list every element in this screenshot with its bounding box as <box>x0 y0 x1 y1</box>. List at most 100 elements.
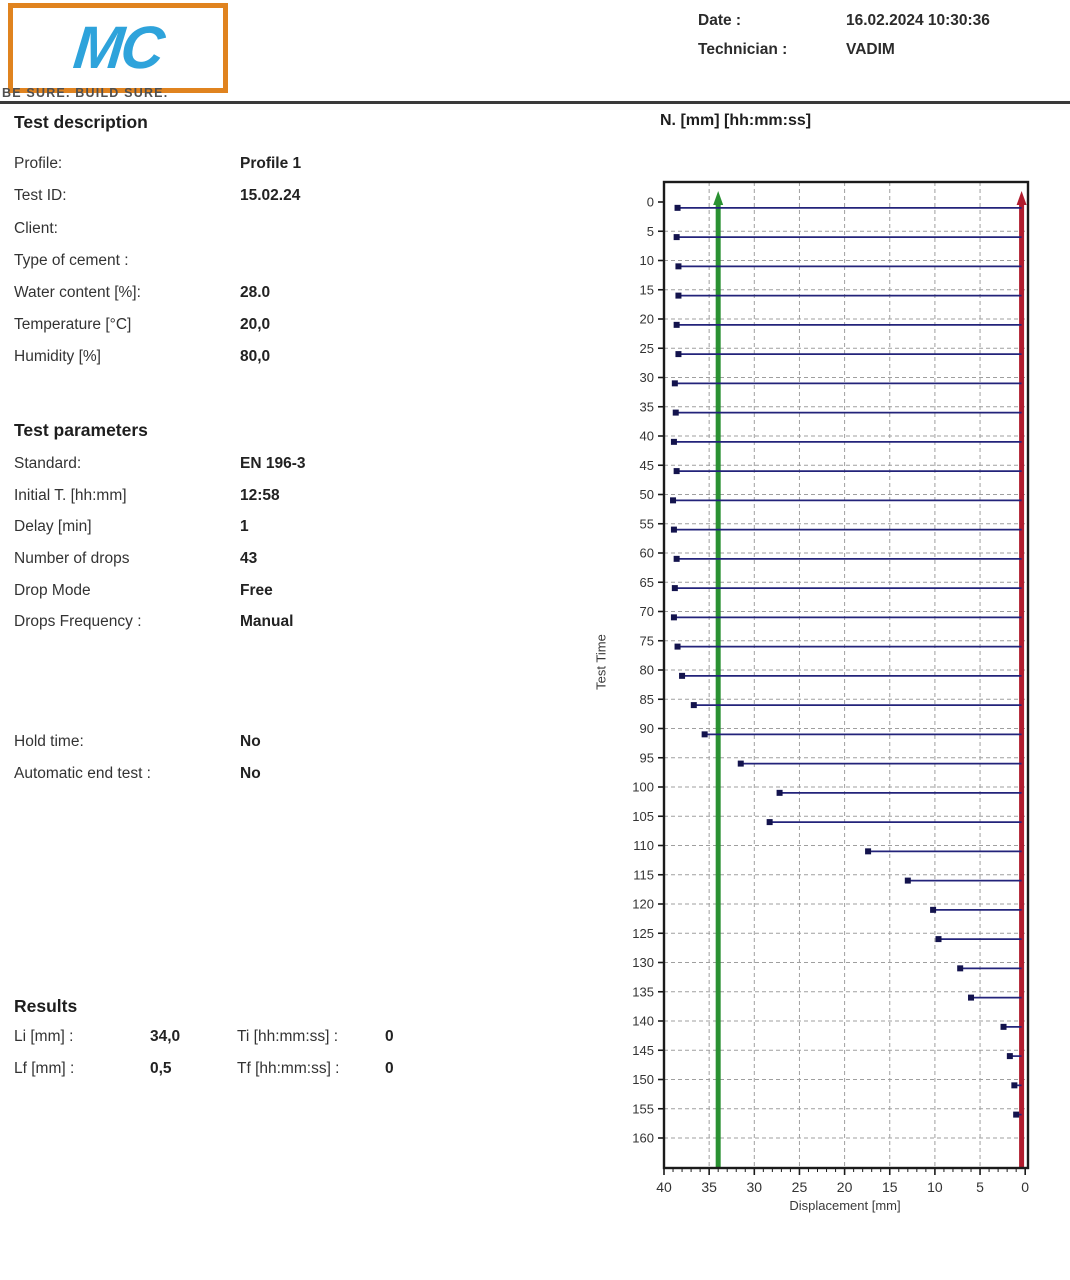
field-value: 1 <box>240 518 249 535</box>
field-value: 80,0 <box>240 348 271 365</box>
field-value: 20,0 <box>240 316 271 333</box>
svg-text:125: 125 <box>632 926 654 941</box>
svg-text:140: 140 <box>632 1014 654 1029</box>
field-label: Standard: <box>14 455 82 472</box>
field-label: Client: <box>14 220 58 237</box>
svg-text:70: 70 <box>640 604 654 619</box>
field-label: Number of drops <box>14 550 130 567</box>
result-label: Ti [hh:mm:ss] : <box>237 1028 339 1045</box>
company-logo: MC <box>8 3 228 93</box>
svg-text:25: 25 <box>792 1179 808 1195</box>
vicat-test-chart: 0510152025303540455055606570758085909510… <box>632 180 1030 1196</box>
chart-series-lines <box>675 206 1022 1116</box>
svg-text:160: 160 <box>632 1131 654 1146</box>
field-label: Drop Mode <box>14 582 91 599</box>
field-label: Temperature [°C] <box>14 316 132 333</box>
svg-text:155: 155 <box>632 1101 654 1116</box>
svg-text:25: 25 <box>640 341 654 356</box>
chart-reference-lines <box>713 191 1027 1167</box>
svg-text:40: 40 <box>640 429 654 444</box>
date-label: Date : <box>698 12 742 29</box>
svg-text:120: 120 <box>632 897 654 912</box>
field-value: Free <box>240 582 273 599</box>
chart-title: N. [mm] [hh:mm:ss] <box>660 112 812 129</box>
svg-text:5: 5 <box>647 224 654 239</box>
svg-text:115: 115 <box>633 867 654 882</box>
field-label: Hold time: <box>14 733 84 750</box>
svg-text:145: 145 <box>632 1043 654 1058</box>
svg-text:30: 30 <box>747 1179 763 1195</box>
svg-text:50: 50 <box>640 487 654 502</box>
svg-text:60: 60 <box>640 546 654 561</box>
svg-text:135: 135 <box>632 984 654 999</box>
field-label: Automatic end test : <box>14 765 151 782</box>
field-label: Initial T. [hh:mm] <box>14 487 127 504</box>
svg-text:15: 15 <box>640 282 654 297</box>
svg-text:45: 45 <box>640 458 654 473</box>
technician-value: VADIM <box>846 41 895 58</box>
field-label: Profile: <box>14 155 63 172</box>
field-label: Drops Frequency : <box>14 613 142 630</box>
logo-mc-text: MC <box>70 14 166 81</box>
svg-text:30: 30 <box>640 370 654 385</box>
svg-text:150: 150 <box>632 1072 654 1087</box>
svg-text:95: 95 <box>640 750 654 765</box>
svg-text:5: 5 <box>976 1179 984 1195</box>
result-label: Li [mm] : <box>14 1028 74 1045</box>
chart-axis-ticks <box>658 201 1027 1175</box>
svg-text:80: 80 <box>640 663 654 678</box>
technician-label: Technician : <box>698 41 788 58</box>
test-description-heading: Test description <box>14 112 148 132</box>
result-value: 0 <box>385 1028 394 1045</box>
field-value: EN 196-3 <box>240 455 306 472</box>
svg-text:55: 55 <box>640 516 654 531</box>
svg-text:75: 75 <box>640 633 654 648</box>
result-value: 34,0 <box>150 1028 181 1045</box>
chart-series-markers <box>670 204 1020 1118</box>
svg-text:35: 35 <box>701 1179 717 1195</box>
field-value: 15.02.24 <box>240 187 301 204</box>
chart-axis-tick-labels: 0510152025303540455055606570758085909510… <box>632 195 1029 1196</box>
field-label: Test ID: <box>14 187 67 204</box>
svg-text:85: 85 <box>640 692 654 707</box>
logo-tagline: BE SURE. BUILD SURE. <box>2 86 169 100</box>
svg-text:10: 10 <box>640 253 654 268</box>
svg-text:105: 105 <box>632 809 654 824</box>
result-label: Tf [hh:mm:ss] : <box>237 1060 340 1077</box>
field-value: No <box>240 765 261 782</box>
svg-text:100: 100 <box>632 780 654 795</box>
chart-plot-border <box>662 180 1030 1170</box>
svg-text:40: 40 <box>656 1179 672 1195</box>
field-label: Water content [%]: <box>14 284 141 301</box>
date-value: 16.02.2024 10:30:36 <box>846 12 990 29</box>
svg-text:65: 65 <box>640 575 654 590</box>
field-value: 43 <box>240 550 258 567</box>
svg-text:15: 15 <box>882 1179 898 1195</box>
result-value: 0,5 <box>150 1060 172 1077</box>
svg-text:0: 0 <box>647 195 654 210</box>
svg-text:90: 90 <box>640 721 654 736</box>
field-label: Humidity [%] <box>14 348 101 365</box>
test-parameters-heading: Test parameters <box>14 420 148 440</box>
header-divider <box>0 101 1070 104</box>
svg-text:20: 20 <box>640 312 654 327</box>
svg-text:130: 130 <box>632 955 654 970</box>
field-value: 28.0 <box>240 284 271 301</box>
results-heading: Results <box>14 996 78 1016</box>
result-value: 0 <box>385 1060 394 1077</box>
field-label: Type of cement : <box>14 252 129 269</box>
svg-text:110: 110 <box>633 838 654 853</box>
field-label: Delay [min] <box>14 518 92 535</box>
svg-text:0: 0 <box>1021 1179 1029 1195</box>
y-axis-title: Test Time <box>593 634 609 690</box>
svg-text:20: 20 <box>837 1179 853 1195</box>
svg-text:10: 10 <box>927 1179 943 1195</box>
field-value: Manual <box>240 613 294 630</box>
field-value: 12:58 <box>240 487 280 504</box>
svg-text:35: 35 <box>640 399 654 414</box>
field-value: No <box>240 733 261 750</box>
x-axis-title: Displacement [mm] <box>789 1198 901 1213</box>
result-label: Lf [mm] : <box>14 1060 75 1077</box>
field-value: Profile 1 <box>240 155 302 172</box>
